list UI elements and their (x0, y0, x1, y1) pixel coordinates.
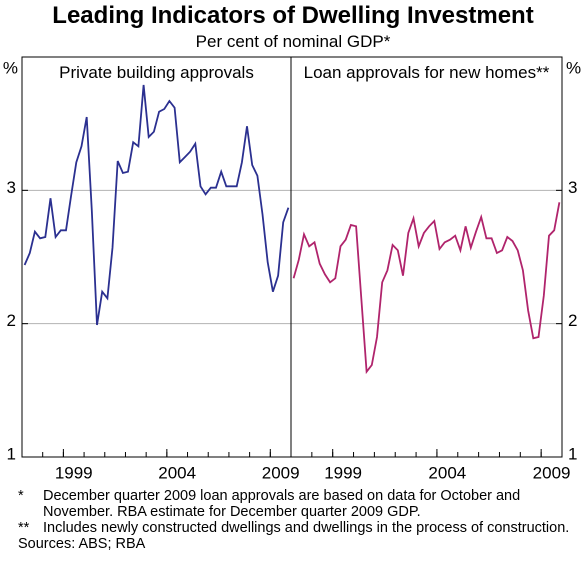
chart-subtitle: Per cent of nominal GDP* (195, 32, 391, 51)
x-tick-label: 1999 (324, 463, 362, 482)
data-line (292, 202, 561, 375)
footnote-text: December quarter 2009 loan approvals are… (43, 488, 521, 520)
data-line (23, 84, 290, 326)
footnote: * December quarter 2009 loan approvals ar… (18, 488, 578, 520)
x-tick-label: 2004 (428, 463, 466, 482)
y-tick-label: 3 (568, 178, 577, 197)
y-unit: % (566, 58, 581, 77)
chart-title: Leading Indicators of Dwelling Investmen… (52, 2, 534, 29)
sources: Sources: ABS; RBA (18, 536, 146, 552)
y-tick-label: 2 (7, 311, 16, 330)
plot-frame (21, 56, 563, 458)
x-tick-label: 2009 (262, 463, 300, 482)
y-tick-label: 1 (7, 444, 16, 463)
footnote-text: Includes newly constructed dwellings and… (43, 520, 570, 536)
y-tick-label: 3 (7, 178, 16, 197)
panel-title: Private building approvals (59, 63, 254, 82)
panel-title: Loan approvals for new homes** (303, 63, 550, 82)
y-unit: % (3, 58, 18, 77)
footnote-marker: * (18, 488, 24, 504)
x-tick-label: 2009 (533, 463, 571, 482)
y-tick-label: 2 (568, 311, 577, 330)
footnote-marker: ** (18, 520, 30, 536)
y-tick-label: 1 (568, 444, 577, 463)
footnotes: * December quarter 2009 loan approvals ar… (18, 488, 578, 552)
footnote: ** Includes newly constructed dwellings a… (18, 520, 578, 536)
x-tick-label: 2004 (158, 463, 196, 482)
x-tick-label: 1999 (55, 463, 93, 482)
